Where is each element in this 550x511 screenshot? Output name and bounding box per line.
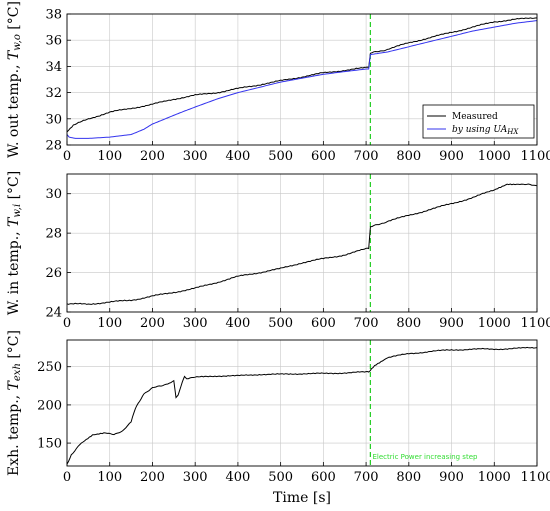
y-tick-label: 34 [45,60,62,75]
series-line-measured [66,183,538,305]
x-tick-label: 300 [183,316,208,331]
legend-label-ua-main: by using UA [452,125,508,135]
legend-label-measured: Measured [452,112,498,122]
x-tick-label: 900 [439,149,464,164]
x-tick-label: 300 [183,149,208,164]
x-tick-label: 600 [311,316,336,331]
axis-label-part: [°C] [6,330,22,363]
y-tick-label: 250 [37,360,62,375]
x-tick-label: 900 [439,316,464,331]
y-axis-label: Exh. temp., Texh [°C] [6,330,23,476]
panel-water-in-temp: 0 100 200 300 400 500 600 700 800 900 1000 1100 24 26… [6,171,550,331]
axis-label-part: T [6,216,22,227]
y-tick-label: 200 [37,398,62,413]
x-tick-label: 100 [97,149,122,164]
panel-water-out-temp: 0 100 200 300 400 500 600 700 800 900 1000 1100 28 30… [6,1,550,164]
x-tick-label: 500 [268,470,293,485]
legend-box [422,104,535,139]
y-tick-label: 30 [45,112,62,127]
series-line-measured [66,17,538,133]
y-tick-label: 24 [45,306,62,321]
x-tick-label: 400 [225,316,250,331]
axis-label-part: W. in temp., [6,227,22,315]
x-tick-label: 1100 [520,316,550,331]
series-line-measured [66,346,538,465]
axis-label-part: Exh. temp., [6,390,22,476]
axis-label-part: T [6,49,22,60]
y-tick-label: 38 [45,8,62,23]
y-tick-label: 28 [45,227,62,242]
x-tick-label: 1000 [478,316,511,331]
x-tick-label: 1000 [478,149,511,164]
plot-frame [66,13,538,146]
x-tick-label: 700 [354,470,379,485]
x-axis-label: Time [s] [273,490,331,506]
axis-label-part: [°C] [6,1,22,34]
x-tick-label: 1100 [520,470,550,485]
y-tick-label: 36 [45,34,62,49]
x-tick-label: 400 [225,470,250,485]
x-tick-label: 700 [354,149,379,164]
axis-label-part: exh [12,363,23,381]
x-tick-label: 800 [396,149,421,164]
legend: Measured by using UAHX [422,104,535,139]
x-tick-label: 100 [97,470,122,485]
y-axis-label: W. in temp., Tw,i [°C] [6,171,23,315]
plot-frame [66,339,538,467]
x-tick-label: 800 [396,470,421,485]
x-tick-label: 0 [63,470,71,485]
axis-label-part: W. out temp., [6,60,22,158]
axis-label-part: w,o [12,34,23,51]
x-tick-label: 700 [354,316,379,331]
series-line-by-using-ua-hx- [66,20,538,139]
y-tick-label: 32 [45,86,62,101]
plot-frame [66,173,538,313]
y-tick-label: 26 [45,266,62,281]
x-tick-label: 200 [140,316,165,331]
x-tick-label: 500 [268,316,293,331]
panel-exhaust-temp: 0 100 200 300 400 500 600 700 800 900 1000 1100 150 2… [6,330,550,506]
x-tick-label: 900 [439,470,464,485]
y-tick-label: 150 [37,437,62,452]
x-tick-label: 300 [183,470,208,485]
x-tick-label: 1100 [520,149,550,164]
x-tick-label: 600 [311,470,336,485]
axis-label-part: w,i [12,204,23,218]
x-tick-label: 0 [63,149,71,164]
x-tick-label: 800 [396,316,421,331]
x-tick-label: 200 [140,149,165,164]
y-tick-label: 28 [45,139,62,154]
x-tick-label: 1000 [478,470,511,485]
y-axis-label: W. out temp., Tw,o [°C] [6,1,23,158]
legend-label-ua: by using UAHX [452,125,519,136]
x-tick-label: 500 [268,149,293,164]
x-tick-label: 600 [311,149,336,164]
x-tick-label: 100 [97,316,122,331]
x-tick-label: 200 [140,470,165,485]
axis-label-part: [°C] [6,171,22,204]
x-tick-label: 400 [225,149,250,164]
axis-label-part: T [6,379,22,390]
legend-label-ua-sub: HX [506,128,519,136]
x-tick-label: 0 [63,316,71,331]
step-annotation: Electric Power increasing step [373,453,478,461]
y-tick-label: 30 [45,187,62,202]
